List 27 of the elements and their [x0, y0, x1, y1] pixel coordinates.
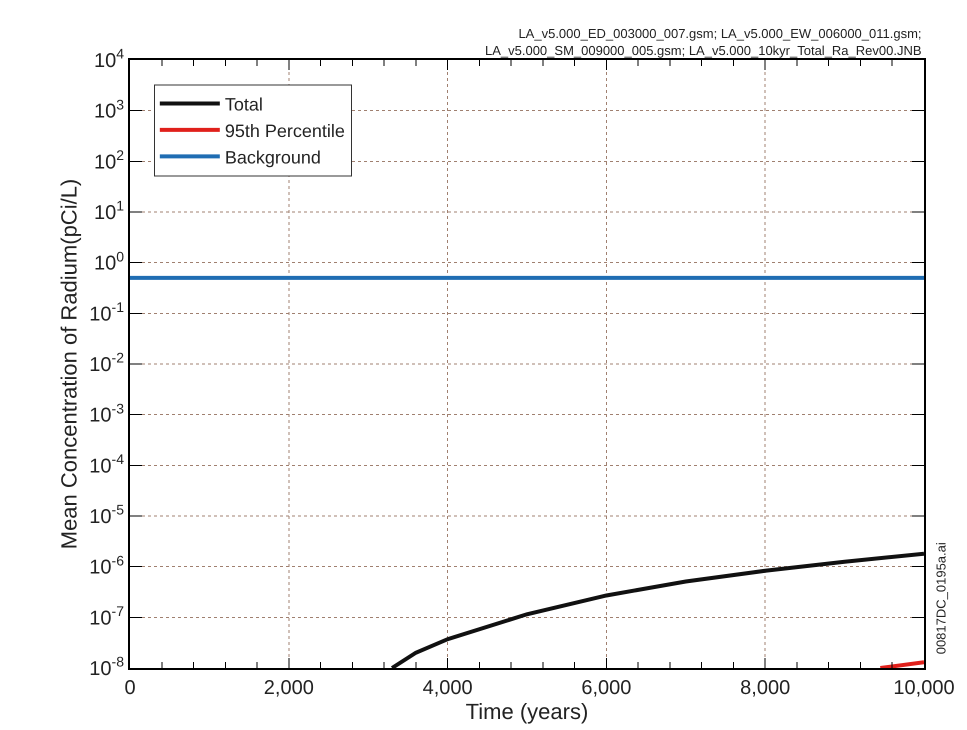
x-tick-label: 8,000 [740, 677, 790, 699]
y-tick-label: 10$^{-4}$ [89, 450, 124, 478]
y-tick-label: 10$^{4}$ [94, 46, 124, 72]
line-series [390, 552, 924, 668]
y-tick-label: 10$^{-1}$ [89, 298, 124, 326]
x-tick-label: 4,000 [422, 677, 473, 699]
y-tick-label: 10$^{-2}$ [89, 350, 124, 376]
y-tick-label: 10$^{-7}$ [89, 602, 124, 630]
x-tick-label: 6,000 [581, 677, 632, 699]
text: LA_v5.000_ED_003000_007.gsm; LA_v5.000_EW_006000_011.gsm; LA_v5.000_SM_009000_005.gsm; LA_v5.000_10kyr_Total_Ra_Rev00.JNB [485, 26, 922, 58]
y-tick-label: 10$^{0}$ [94, 248, 124, 275]
y-tick-label: 10$^{2}$ [94, 146, 124, 174]
legend-label: Total [224, 94, 263, 115]
y-axis-title: Mean Concentration of Radium(pCi/L) [56, 178, 82, 550]
y-tick-label: 10$^{-3}$ [89, 400, 124, 427]
text: 00817DC_0195a.ai [934, 542, 949, 654]
legend-label: 95th Percentile [224, 120, 345, 141]
x-tick-label: 10,000 [893, 677, 955, 699]
x-tick-label: 2,000 [264, 677, 314, 699]
y-tick-label: 10$^{3}$ [94, 96, 124, 123]
x-tick-label: 0 [124, 677, 136, 699]
y-tick-label: 10$^{-8}$ [89, 654, 124, 680]
y-tick-label: 10$^{-5}$ [89, 502, 124, 528]
legend-label: Background [224, 147, 321, 168]
y-tick-label: 10$^{-6}$ [89, 552, 124, 579]
x-axis-title: Time (years) [466, 699, 588, 724]
y-tick-label: 10$^{1}$ [94, 198, 124, 224]
